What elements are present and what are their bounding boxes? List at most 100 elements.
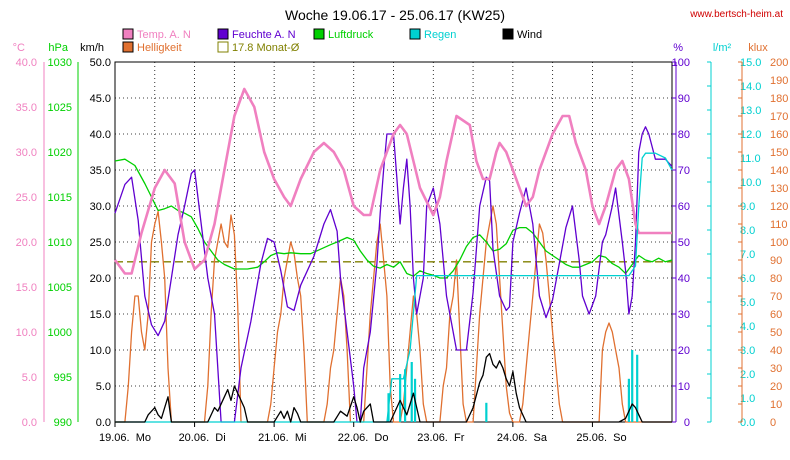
brightness-tick-label: 70 (770, 291, 782, 303)
rain-tick-label: 5.0 (740, 297, 755, 309)
legend-item-rain: Regen (409, 28, 456, 41)
legend-label-rain: Regen (424, 29, 456, 41)
x-axis-labels: 19.06. Mo 20.06. Di 21.06. Mi 22.06. Do 23.0… (99, 422, 627, 444)
rain-tick-label: 3.0 (740, 345, 755, 357)
plot-area (113, 87, 673, 423)
rain-tick-label: 14.0 (740, 81, 761, 93)
brightness-tick-label: 110 (770, 219, 788, 231)
rain-tick-label: 4.0 (740, 321, 755, 333)
brightness-tick-label: 60 (770, 309, 782, 321)
pressure-tick-label: 990 (54, 417, 72, 429)
rain-tick-label: 12.0 (740, 129, 761, 141)
chart-title: Woche 19.06.17 - 25.06.17 (KW25) (285, 7, 505, 23)
wind-unit-label: km/h (80, 42, 104, 54)
legend-item-wind: Wind (502, 28, 542, 41)
humidity-tick-label: 50 (678, 237, 690, 249)
wind-tick-label: 20.0 (90, 273, 111, 285)
legend-label-monthavg: 17.8 Monat-Ø (232, 42, 300, 54)
temp-tick-label: 30.0 (16, 147, 37, 159)
humidity-axis: 0 10 20 30 40 50 60 70 80 90 100 (672, 57, 690, 429)
brightness-tick-label: 170 (770, 111, 788, 123)
axes: 0.0 5.0 10.0 15.0 20.0 25.0 30.0 35.0 40.0 990 995… (16, 57, 789, 429)
wind-axis: 0.0 5.0 10.0 15.0 20.0 25.0 30.0 35.0 40.0 45.0 50… (90, 57, 111, 429)
legend-label-pressure: Luftdruck (328, 29, 374, 41)
humidity-tick-label: 20 (678, 345, 690, 357)
pressure-tick-label: 1020 (48, 147, 72, 159)
legend-swatch-humidity (217, 28, 229, 40)
pressure-axis: 990 995 1000 1005 1010 1015 1020 1025 1030 (48, 57, 72, 429)
legend-label-wind: Wind (517, 29, 542, 41)
rain-tick-label: 15.0 (740, 57, 761, 69)
wind-tick-label: 5.0 (96, 381, 111, 393)
brightness-axis: 0 10 20 30 40 50 60 70 80 90 100 110 120 130 140 150 160… (738, 57, 788, 429)
brightness-tick-label: 180 (770, 93, 788, 105)
legend-swatch-rain (409, 28, 421, 40)
brightness-tick-label: 200 (770, 57, 788, 69)
x-tick-label: 20.06. Di (179, 432, 226, 444)
humidity-tick-label: 30 (678, 309, 690, 321)
x-tick-label: 21.06. Mi (258, 432, 306, 444)
legend-swatch-pressure (313, 28, 325, 40)
wind-tick-label: 10.0 (90, 345, 111, 357)
rain-tick-label: 1.0 (740, 393, 755, 405)
humidity-tick-label: 60 (678, 201, 690, 213)
humidity-tick-label: 70 (678, 165, 690, 177)
x-tick-label: 19.06. Mo (99, 432, 151, 444)
rain-tick-label: 11.0 (740, 153, 761, 165)
pressure-tick-label: 1015 (48, 192, 72, 204)
wind-tick-label: 15.0 (90, 309, 111, 321)
temp-axis: 0.0 5.0 10.0 15.0 20.0 25.0 30.0 35.0 40.0 (16, 57, 37, 429)
rain-tick-label: 8.0 (740, 225, 755, 237)
brightness-unit-label: klux (748, 42, 768, 54)
legend-swatch-temp (122, 28, 134, 40)
legend-swatch-brightness (122, 41, 134, 53)
brightness-tick-label: 160 (770, 129, 788, 141)
pressure-unit-label: hPa (48, 42, 68, 54)
temp-series-line (113, 87, 672, 275)
pressure-tick-label: 1025 (48, 102, 72, 114)
grid (114, 61, 673, 423)
rain-tick-label: 0.0 (740, 417, 755, 429)
brightness-tick-label: 100 (770, 237, 788, 249)
humidity-tick-label: 10 (678, 381, 690, 393)
temp-tick-label: 15.0 (16, 282, 37, 294)
brightness-tick-label: 30 (770, 363, 782, 375)
rain-tick-label: 10.0 (740, 177, 761, 189)
x-tick-label: 23.06. Fr (417, 432, 464, 444)
x-tick-label: 25.06. So (576, 432, 626, 444)
wind-tick-label: 50.0 (90, 57, 111, 69)
brightness-tick-label: 80 (770, 273, 782, 285)
rain-tick-label: 9.0 (740, 201, 755, 213)
humidity-unit-label: % (673, 42, 683, 54)
rain-tick-label: 2.0 (740, 369, 755, 381)
pressure-tick-label: 995 (54, 372, 72, 384)
brightness-tick-label: 0 (770, 417, 776, 429)
wind-tick-label: 25.0 (90, 237, 111, 249)
axis-units: °C hPa km/h% l/m² klux (13, 42, 769, 54)
rain-series-line (115, 152, 673, 423)
legend-item-temp: Temp. A. N (122, 28, 191, 41)
pressure-tick-label: 1000 (48, 327, 72, 339)
pressure-tick-label: 1010 (48, 237, 72, 249)
legend-item-humidity: Feuchte A. N (217, 28, 296, 41)
x-tick-label: 24.06. Sa (497, 432, 548, 444)
temp-unit-label: °C (13, 42, 25, 54)
rain-unit-label: l/m² (713, 42, 732, 54)
wind-tick-label: 35.0 (90, 165, 111, 177)
rain-tick-label: 13.0 (740, 105, 761, 117)
website-link[interactable]: www.bertsch-heim.at (689, 9, 783, 20)
wind-series-line (115, 352, 672, 423)
wind-tick-label: 30.0 (90, 201, 111, 213)
temp-tick-label: 35.0 (16, 102, 37, 114)
humidity-tick-label: 100 (672, 57, 690, 69)
temp-tick-label: 0.0 (22, 417, 37, 429)
x-tick-label: 22.06. Do (338, 432, 389, 444)
brightness-tick-label: 20 (770, 381, 782, 393)
legend-label-brightness: Helligkeit (137, 42, 182, 54)
wind-tick-label: 40.0 (90, 129, 111, 141)
rain-axis: 0.0 1.0 2.0 3.0 4.0 5.0 6.0 7.0 8.0 9.0 10.0 11.0 12… (707, 57, 761, 429)
temp-tick-label: 20.0 (16, 237, 37, 249)
legend: Temp. A. N Feuchte A. N Luftdruck Regen Wind… (122, 28, 542, 54)
brightness-tick-label: 150 (770, 147, 788, 159)
